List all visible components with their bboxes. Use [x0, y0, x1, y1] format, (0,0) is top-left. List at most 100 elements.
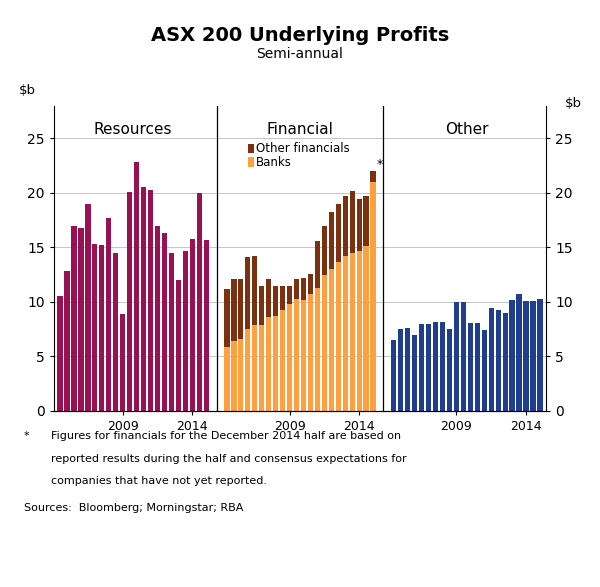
Text: *: *: [376, 158, 383, 171]
Bar: [280, 309, 285, 411]
Bar: [426, 323, 431, 411]
Bar: [203, 239, 209, 411]
Bar: [238, 339, 244, 411]
Text: Banks: Banks: [256, 156, 292, 168]
Bar: [169, 253, 174, 411]
Bar: [370, 182, 376, 411]
Bar: [197, 193, 202, 411]
Bar: [245, 329, 250, 411]
Bar: [248, 157, 254, 167]
Bar: [224, 346, 230, 411]
Bar: [106, 218, 112, 411]
Bar: [99, 245, 104, 411]
Text: Sources:  Bloomberg; Morningstar; RBA: Sources: Bloomberg; Morningstar; RBA: [24, 503, 244, 513]
Bar: [190, 239, 195, 411]
Bar: [120, 314, 125, 411]
Bar: [364, 247, 368, 411]
Bar: [488, 308, 494, 411]
Bar: [224, 289, 230, 346]
Bar: [71, 225, 77, 411]
Bar: [329, 212, 334, 269]
Bar: [294, 279, 299, 299]
Bar: [315, 241, 320, 288]
Bar: [440, 322, 445, 411]
Bar: [370, 171, 376, 182]
Bar: [287, 285, 292, 304]
Bar: [454, 302, 459, 411]
Bar: [64, 271, 70, 411]
Bar: [391, 340, 397, 411]
Bar: [182, 251, 188, 411]
Bar: [405, 328, 410, 411]
Bar: [301, 278, 306, 300]
Bar: [461, 302, 466, 411]
Bar: [350, 191, 355, 253]
Bar: [356, 251, 362, 411]
Bar: [294, 299, 299, 411]
Bar: [79, 228, 83, 411]
Text: ASX 200 Underlying Profits: ASX 200 Underlying Profits: [151, 26, 449, 45]
Bar: [315, 288, 320, 411]
Bar: [259, 325, 265, 411]
Bar: [509, 300, 515, 411]
Bar: [58, 296, 62, 411]
Bar: [148, 190, 153, 411]
Text: Other financials: Other financials: [256, 142, 350, 155]
Bar: [273, 285, 278, 316]
Bar: [141, 187, 146, 411]
Y-axis label: $b: $b: [565, 96, 581, 110]
Bar: [329, 269, 334, 411]
Bar: [245, 257, 250, 329]
Bar: [503, 313, 508, 411]
Bar: [350, 253, 355, 411]
Text: Semi-annual: Semi-annual: [257, 47, 343, 61]
Bar: [113, 253, 118, 411]
Bar: [252, 256, 257, 325]
Bar: [266, 279, 271, 317]
Bar: [482, 330, 487, 411]
Bar: [447, 329, 452, 411]
Bar: [322, 225, 327, 275]
Bar: [530, 301, 536, 411]
Bar: [259, 285, 265, 325]
Bar: [273, 316, 278, 411]
Bar: [322, 275, 327, 411]
Bar: [398, 329, 403, 411]
Bar: [412, 335, 418, 411]
Bar: [468, 323, 473, 411]
Bar: [523, 301, 529, 411]
Bar: [356, 200, 362, 251]
Bar: [134, 163, 139, 411]
Bar: [232, 341, 236, 411]
Bar: [232, 279, 236, 341]
Text: companies that have not yet reported.: companies that have not yet reported.: [51, 476, 267, 486]
Bar: [266, 317, 271, 411]
Bar: [85, 204, 91, 411]
Bar: [176, 280, 181, 411]
Text: Resources: Resources: [94, 122, 172, 137]
Bar: [287, 304, 292, 411]
Bar: [419, 323, 424, 411]
Bar: [496, 309, 501, 411]
Bar: [343, 256, 348, 411]
Bar: [92, 244, 97, 411]
Bar: [335, 262, 341, 411]
Text: reported results during the half and consensus expectations for: reported results during the half and con…: [51, 454, 407, 464]
Bar: [335, 204, 341, 262]
Bar: [308, 274, 313, 294]
Bar: [475, 323, 480, 411]
Y-axis label: $b: $b: [19, 83, 35, 96]
Bar: [155, 225, 160, 411]
Bar: [364, 196, 368, 247]
Text: Other: Other: [445, 122, 488, 137]
Text: Financial: Financial: [266, 122, 334, 137]
Bar: [517, 294, 521, 411]
Bar: [252, 325, 257, 411]
Text: Figures for financials for the December 2014 half are based on: Figures for financials for the December …: [51, 431, 401, 441]
Bar: [248, 144, 254, 153]
Bar: [280, 285, 285, 309]
Bar: [308, 294, 313, 411]
Bar: [127, 192, 132, 411]
Bar: [162, 233, 167, 411]
Bar: [238, 279, 244, 339]
